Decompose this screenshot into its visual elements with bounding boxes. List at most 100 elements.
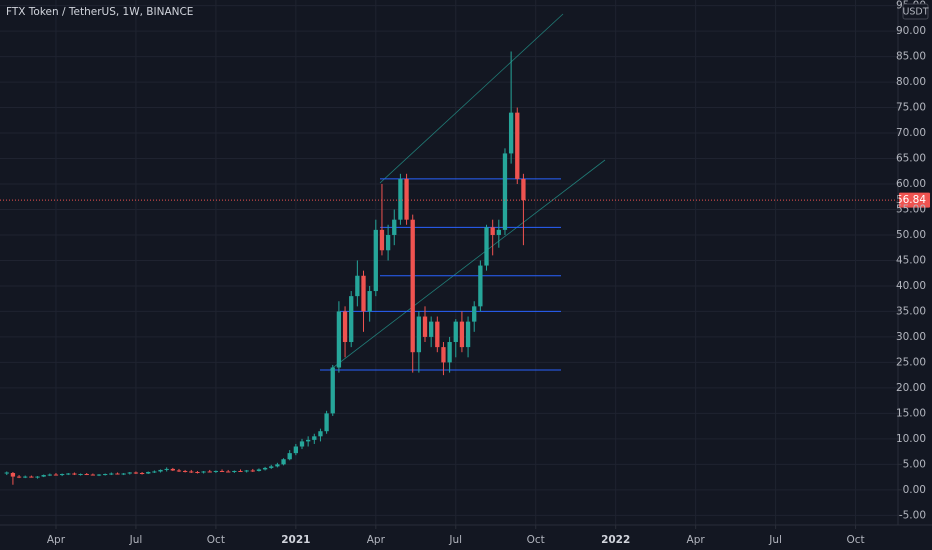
trend-line: [379, 13, 564, 184]
candle-body: [392, 219, 397, 235]
candle-body: [441, 347, 446, 363]
candle-body: [127, 472, 132, 474]
candle-body: [367, 291, 372, 312]
x-tick-label: Apr: [47, 534, 66, 546]
candle-body: [10, 473, 16, 477]
candle-body: [164, 468, 169, 470]
candle-body: [275, 464, 280, 467]
candle-body: [133, 472, 139, 474]
candle-body: [299, 441, 305, 447]
candle-body: [515, 112, 520, 179]
candle-body: [72, 473, 77, 475]
y-tick-label: 65.00: [896, 153, 926, 165]
y-tick-label: -5.00: [899, 509, 926, 521]
candle-body: [29, 476, 34, 478]
y-tick-label: 45.00: [896, 254, 926, 266]
y-tick-label: 60.00: [896, 178, 926, 190]
candle-body: [96, 474, 102, 476]
candle-body: [312, 436, 317, 440]
candle-body: [496, 229, 501, 235]
x-tick-label: 2021: [281, 534, 310, 546]
candle-body: [484, 227, 489, 266]
candle-body: [305, 439, 311, 442]
candle-body: [373, 229, 378, 292]
last-price-label: 56.84: [896, 194, 926, 206]
candle-body: [521, 178, 526, 201]
candle-body: [121, 473, 126, 475]
x-tick-label: Jul: [129, 534, 143, 546]
candle-body: [422, 316, 428, 337]
y-tick-label: 35.00: [896, 305, 926, 317]
candle-body: [349, 296, 354, 343]
y-tick-label: 75.00: [896, 102, 926, 114]
candle-body: [213, 470, 219, 472]
candle-body: [416, 316, 422, 353]
candle-body: [176, 470, 182, 472]
candle-body: [115, 473, 120, 475]
y-tick-label: 5.00: [903, 458, 926, 470]
y-tick-label: 55.00: [896, 203, 926, 215]
candle-body: [146, 471, 151, 474]
candle-body: [244, 470, 249, 472]
candle-body: [472, 306, 477, 322]
candle-body: [324, 413, 329, 432]
axes: -5.00 0.00 5.00 10.00 15.00 20.00 25.00 30.00 35…: [47, 0, 926, 546]
candle-body: [398, 178, 403, 220]
candles: [4, 51, 526, 485]
x-tick-label: Oct: [207, 534, 225, 546]
currency-box: [902, 3, 929, 20]
candle-body: [59, 474, 65, 476]
candle-body: [103, 474, 108, 476]
last-price-box: [899, 192, 930, 208]
y-tick-label: 10.00: [896, 433, 926, 445]
candle-body: [318, 431, 323, 437]
x-tick-label: Jul: [768, 534, 782, 546]
candle-body: [207, 471, 212, 473]
candle-body: [447, 342, 452, 363]
candle-body: [47, 474, 52, 476]
y-tick-label: 85.00: [896, 51, 926, 63]
y-tick-label: 30.00: [896, 331, 926, 343]
y-tick-label: 90.00: [896, 25, 926, 37]
x-tick-label: Jul: [448, 534, 462, 546]
candle-body: [139, 473, 145, 475]
candle-body: [152, 471, 157, 473]
candle-body: [219, 470, 225, 472]
candle-body: [379, 229, 385, 251]
y-tick-label: 25.00: [896, 356, 926, 368]
trend-line: [329, 159, 606, 371]
candle-body: [508, 112, 514, 154]
candle-body: [269, 466, 274, 468]
candle-body: [182, 470, 188, 472]
candle-body: [232, 470, 237, 472]
candle-body: [385, 234, 391, 251]
candle-body: [293, 446, 299, 454]
candle-body: [281, 459, 286, 465]
candle-body: [336, 311, 342, 368]
candle-body: [361, 275, 366, 312]
x-tick-label: Oct: [846, 534, 864, 546]
candle-body: [23, 476, 28, 478]
candle-body: [90, 474, 96, 476]
candle-body: [16, 476, 22, 478]
y-tick-label: 15.00: [896, 407, 926, 419]
candle-body: [170, 468, 175, 471]
y-tick-label: 0.00: [903, 484, 926, 496]
candle-body: [429, 321, 434, 337]
candle-body: [453, 321, 458, 343]
x-tick-label: Oct: [527, 534, 545, 546]
y-tick-label: 50.00: [896, 229, 926, 241]
y-tick-label: 20.00: [896, 382, 926, 394]
candle-body: [404, 178, 409, 220]
candle-body: [201, 471, 206, 473]
x-tick-label: 2022: [601, 534, 630, 546]
candle-body: [465, 321, 471, 348]
candle-body: [109, 473, 114, 475]
grid: [0, 0, 898, 525]
candle-body: [502, 153, 508, 230]
candle-body: [78, 474, 83, 476]
candle-body: [53, 474, 59, 476]
levels: [320, 178, 561, 371]
